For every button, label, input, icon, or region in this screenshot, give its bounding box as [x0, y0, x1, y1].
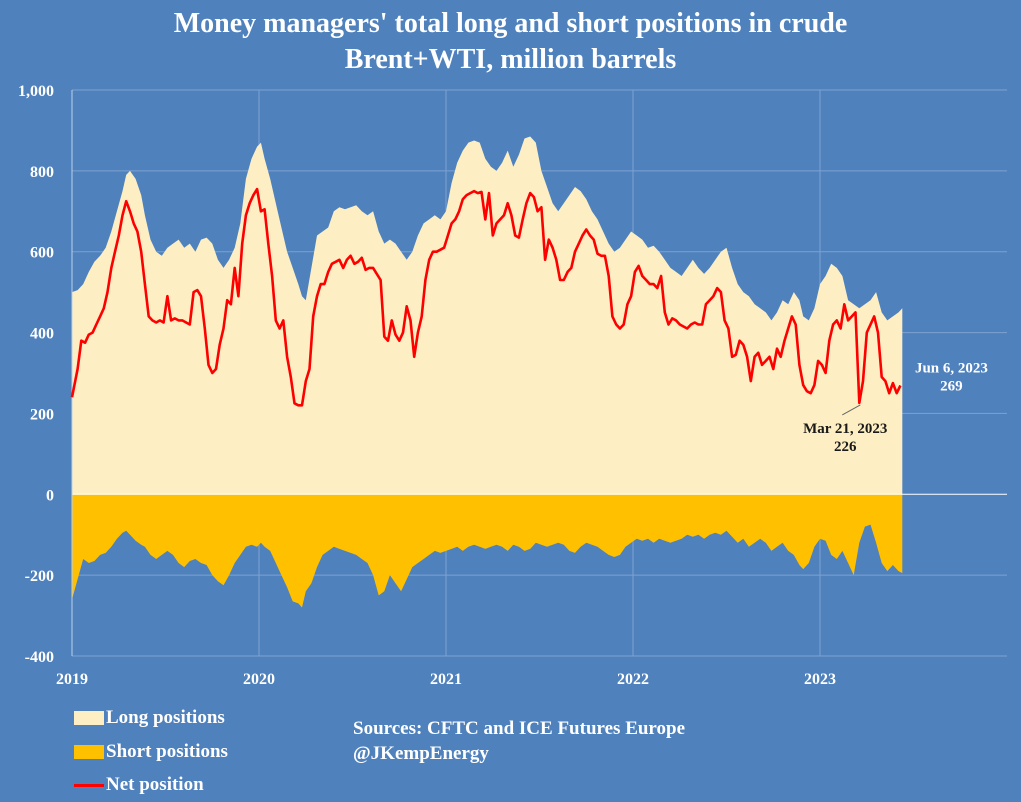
legend-label-long: Long positions [106, 707, 225, 728]
x-tick-label: 2021 [430, 671, 462, 688]
chart-title: Money managers' total long and short pos… [173, 8, 848, 39]
annotation-leader-mar21 [842, 404, 861, 416]
legend-swatch-long [74, 711, 104, 725]
legend-swatch-short [74, 745, 104, 759]
y-tick-label: 0 [46, 487, 54, 504]
y-tick-label: 1,000 [18, 83, 54, 100]
y-tick-label: -200 [25, 568, 54, 585]
y-tick-label: 800 [30, 164, 54, 181]
annotation-mar21-date: Mar 21, 2023 [803, 421, 887, 437]
short-positions-area [72, 494, 903, 608]
legend-item-short: Short positions [74, 741, 228, 763]
source-line: Sources: CFTC and ICE Futures Europe [353, 718, 686, 739]
y-tick-label: -400 [25, 649, 54, 666]
y-tick-label: 400 [30, 326, 54, 343]
x-tick-label: 2020 [243, 671, 275, 688]
legend-line-net [74, 783, 104, 787]
long-positions-area [72, 136, 903, 495]
annotation-jun6-value: 269 [940, 379, 963, 395]
legend-label-net: Net position [106, 774, 204, 795]
net-position-line [70, 187, 902, 407]
y-tick-label: 600 [30, 245, 54, 262]
twitter-handle: @JKempEnergy [353, 743, 489, 764]
annotation-mar21-value: 226 [834, 439, 857, 455]
legend-item-long: Long positions [74, 707, 225, 729]
chart-subtitle: Brent+WTI, million barrels [344, 44, 677, 75]
legend-label-short: Short positions [106, 741, 228, 762]
annotation-jun6-date: Jun 6, 2023 [915, 361, 988, 377]
x-tick-label: 2019 [56, 671, 88, 688]
y-tick-label: 200 [30, 406, 54, 423]
x-tick-label: 2022 [617, 671, 649, 688]
legend-item-net: Net position [74, 774, 204, 796]
x-tick-label: 2023 [804, 671, 836, 688]
